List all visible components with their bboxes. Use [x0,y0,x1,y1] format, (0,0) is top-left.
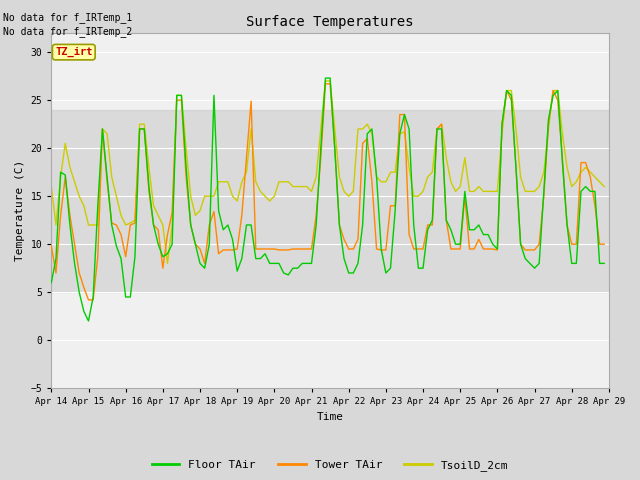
Bar [51,110,609,292]
Y-axis label: Temperature (C): Temperature (C) [15,160,25,261]
Title: Surface Temperatures: Surface Temperatures [246,15,414,29]
Text: No data for f_IRTemp_1: No data for f_IRTemp_1 [3,12,132,23]
Text: TZ_irt: TZ_irt [55,47,93,57]
X-axis label: Time: Time [317,412,344,422]
Text: No data for f_IRTemp_2: No data for f_IRTemp_2 [3,26,132,37]
Legend: Floor TAir, Tower TAir, TsoilD_2cm: Floor TAir, Tower TAir, TsoilD_2cm [147,455,513,475]
